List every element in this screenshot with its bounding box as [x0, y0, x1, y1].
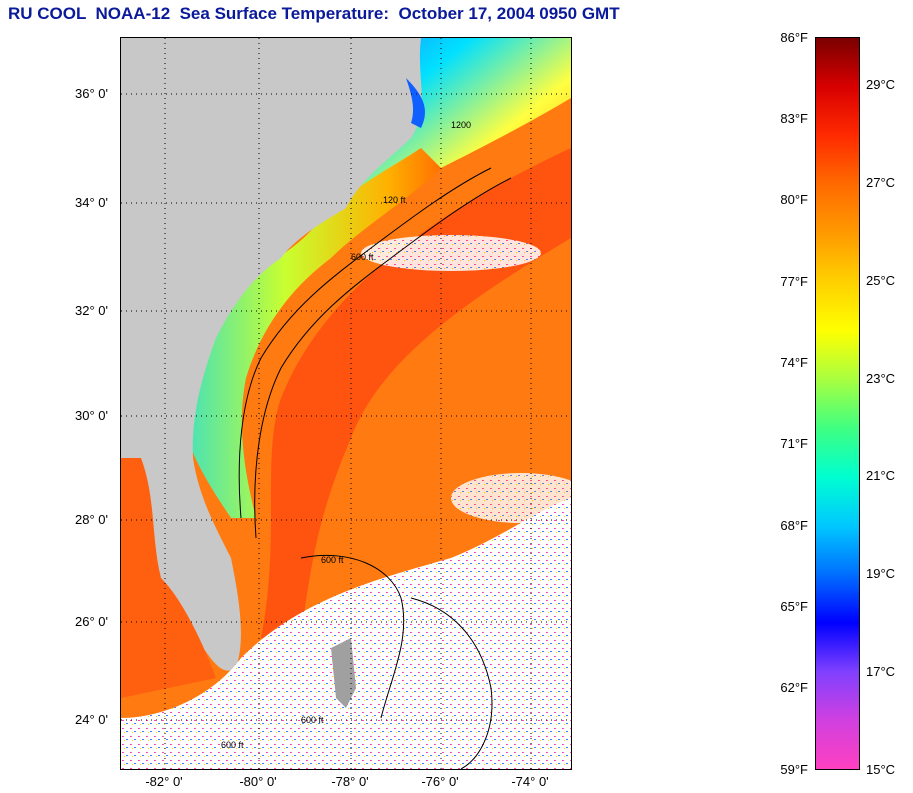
colorbar-f-label: 77°F [780, 274, 808, 289]
colorbar-c-label: 21°C [866, 468, 896, 483]
cloud-band-north [361, 235, 541, 271]
gulf-of-mexico [121, 458, 216, 698]
lon-label: -74° 0' [511, 774, 549, 789]
lon-label: -78° 0' [331, 774, 369, 789]
cloud-cover-south [121, 498, 571, 769]
isobath-contour [300, 554, 405, 719]
lat-label: 32° 0' [75, 303, 108, 318]
lat-label: 36° 0' [75, 86, 108, 101]
land-southeast-us [121, 38, 422, 671]
sst-map: 1200 120 ft 600 ft 600 ft 600 ft 600 ft [120, 37, 572, 770]
bahamas-islands [331, 638, 356, 708]
lon-label: -76° 0' [421, 774, 459, 789]
isobath-contour [254, 177, 512, 539]
contour-label: 120 ft [383, 195, 406, 205]
colorbar-c-label: 29°C [866, 77, 896, 92]
cloud-band-mid [451, 473, 571, 523]
colorbar-f-label: 59°F [780, 762, 808, 777]
colorbar-f-label: 71°F [780, 436, 808, 451]
graticule [121, 38, 571, 769]
lat-label: 26° 0' [75, 614, 108, 629]
colorbar-f-label: 80°F [780, 192, 808, 207]
lon-label: -82° 0' [145, 774, 183, 789]
colorbar-c-label: 25°C [866, 273, 896, 288]
chesapeake-bay [406, 78, 426, 128]
lat-label: 30° 0' [75, 408, 108, 423]
colorbar-f-label: 86°F [780, 30, 808, 45]
lat-label: 28° 0' [75, 512, 108, 527]
colorbar-f-label: 74°F [780, 355, 808, 370]
shelf-water [181, 148, 441, 518]
contour-label: 1200 [451, 120, 471, 130]
colorbar-c-label: 27°C [866, 175, 896, 190]
colorbar-c-label: 15°C [866, 762, 896, 777]
temperature-colorbar [815, 37, 860, 770]
isobath-contour [410, 597, 493, 769]
gulf-stream [261, 148, 571, 638]
chart-title: RU COOL NOAA-12 Sea Surface Temperature:… [8, 4, 620, 23]
colorbar-f-label: 65°F [780, 599, 808, 614]
colorbar-c-label: 17°C [866, 664, 896, 679]
colorbar-c-label: 23°C [866, 371, 896, 386]
lat-label: 34° 0' [75, 195, 108, 210]
lat-label: 24° 0' [75, 712, 108, 727]
lon-label: -80° 0' [239, 774, 277, 789]
colorbar-f-label: 68°F [780, 518, 808, 533]
contour-label: 600 ft [321, 555, 344, 565]
isobath-contour [238, 167, 492, 519]
colorbar-c-label: 19°C [866, 566, 896, 581]
contour-label: 600 ft [221, 740, 244, 750]
colorbar-f-label: 62°F [780, 680, 808, 695]
contour-label: 600 ft [351, 252, 374, 262]
contour-label: 600 ft [301, 715, 324, 725]
colorbar-f-label: 83°F [780, 111, 808, 126]
